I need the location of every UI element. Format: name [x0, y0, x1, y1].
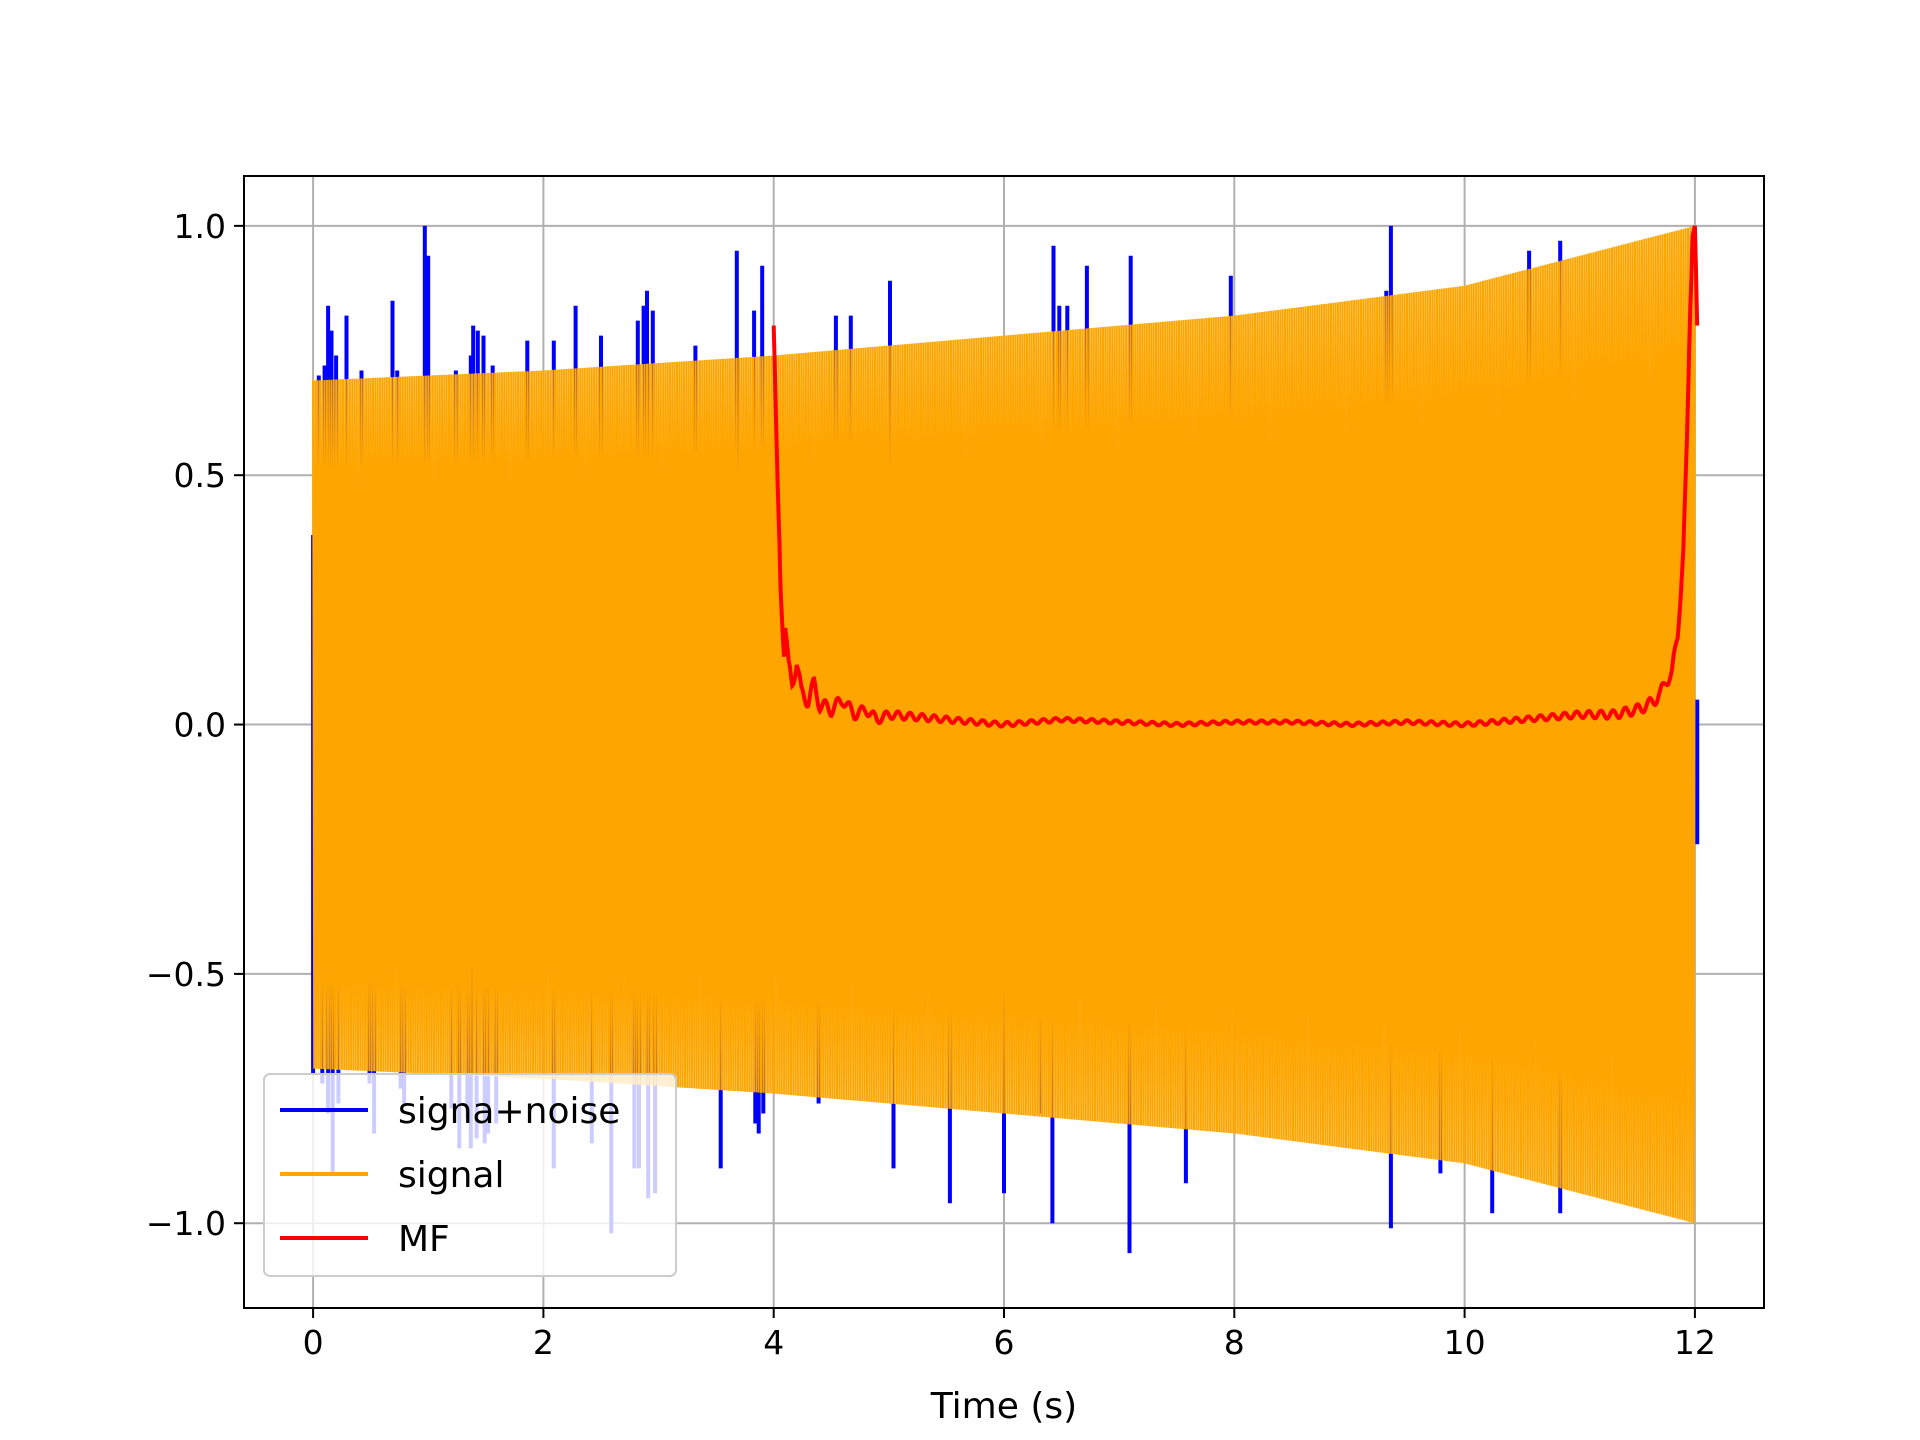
legend-label: MF: [398, 1219, 450, 1260]
series-signal: [312, 225, 1696, 1223]
x-tick-label: 2: [533, 1323, 554, 1362]
x-axis-title: Time (s): [930, 1386, 1077, 1427]
plot-content: [311, 225, 1700, 1254]
x-tick-label: 0: [303, 1323, 324, 1362]
x-tick-label: 10: [1444, 1323, 1486, 1362]
x-tick-label: 4: [763, 1323, 784, 1362]
x-axis: 0 2 4 6 8 10 12: [303, 1308, 1716, 1362]
legend: signa+noise signal MF: [263, 1073, 677, 1277]
y-tick-label: 0.0: [174, 706, 226, 745]
legend-label: signa+noise: [398, 1091, 620, 1132]
y-tick-label: 1.0: [174, 207, 226, 246]
legend-box: [263, 1073, 677, 1277]
y-tick-label: 0.5: [174, 456, 226, 495]
x-tick-label: 8: [1224, 1323, 1245, 1362]
y-tick-label: −1.0: [146, 1204, 226, 1243]
legend-label: signal: [398, 1155, 505, 1196]
x-tick-label: 12: [1674, 1323, 1716, 1362]
series-mf: [771, 225, 1700, 729]
y-tick-label: −0.5: [146, 955, 226, 994]
x-tick-label: 6: [994, 1323, 1015, 1362]
y-axis: −1.0 −0.5 0.0 0.5 1.0: [146, 207, 244, 1243]
